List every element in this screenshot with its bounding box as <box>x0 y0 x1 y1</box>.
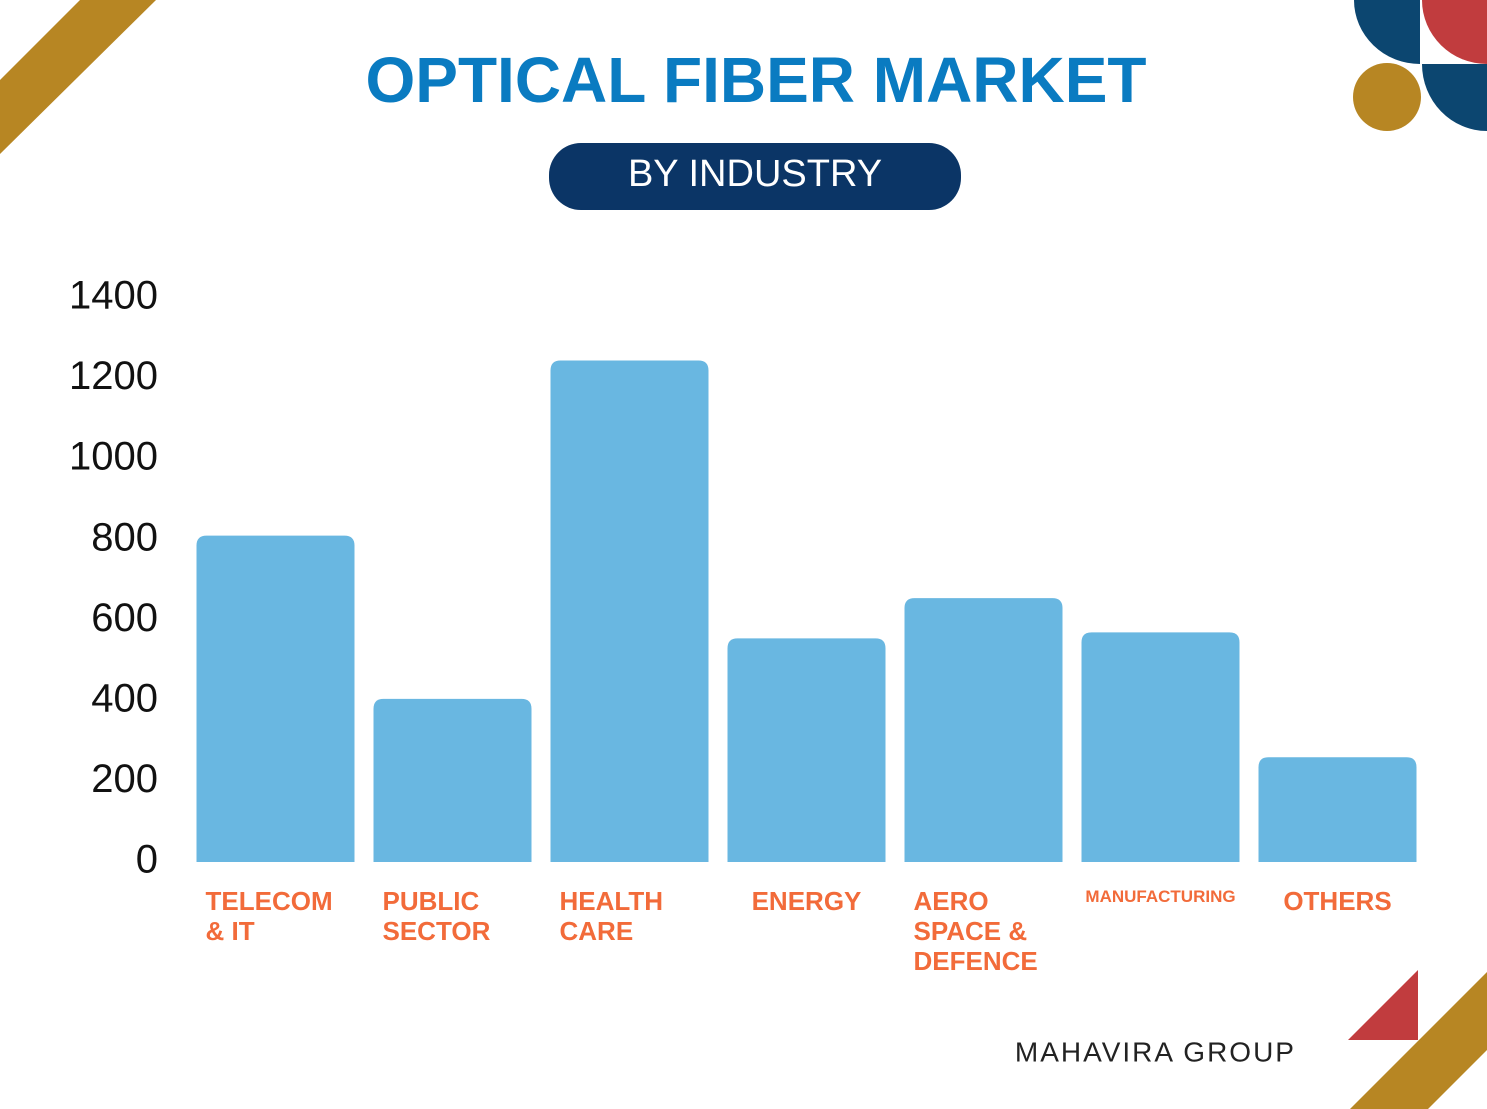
y-tick-label: 600 <box>91 596 158 640</box>
y-tick-label: 0 <box>136 838 158 882</box>
decoration <box>1353 63 1421 131</box>
bar <box>550 360 709 862</box>
x-tick-label: OTHERS <box>1283 886 1392 916</box>
x-tick-label-box: ENERGY <box>718 886 895 916</box>
x-tick-label: TELECOM & IT <box>205 886 333 946</box>
y-tick-label: 200 <box>91 757 158 801</box>
y-tick-label: 400 <box>91 676 158 720</box>
y-tick-label: 1400 <box>69 274 158 318</box>
bar <box>373 698 532 862</box>
subtitle-pill <box>549 143 961 210</box>
bar <box>196 535 355 862</box>
x-tick-label-box: HEALTH CARE <box>541 886 718 946</box>
bar <box>1258 757 1417 862</box>
x-tick-label: PUBLIC SECTOR <box>382 886 491 946</box>
x-tick-label-box: OTHERS <box>1249 886 1426 916</box>
x-tick-label-box: AERO SPACE & DEFENCE <box>895 886 1072 976</box>
decoration <box>1354 0 1420 64</box>
decoration <box>1422 0 1487 64</box>
credit: MAHAVIRA GROUP <box>1015 1036 1296 1067</box>
decoration <box>1348 970 1418 1040</box>
x-tick-label: HEALTH CARE <box>559 886 664 946</box>
x-tick-label-box: PUBLIC SECTOR <box>364 886 541 946</box>
subtitle: BY INDUSTRY <box>628 153 882 195</box>
bar <box>727 638 886 862</box>
x-tick-label: AERO SPACE & DEFENCE <box>913 886 1038 976</box>
decoration <box>0 0 156 154</box>
bar <box>1081 632 1240 862</box>
decoration <box>1422 64 1487 131</box>
y-tick-label: 800 <box>91 515 158 559</box>
x-tick-label-box: MANUFACTURING <box>1072 886 1249 908</box>
x-tick-label: ENERGY <box>751 886 862 916</box>
x-tick-label: MANUFACTURING <box>1085 887 1236 906</box>
decoration <box>1350 972 1487 1109</box>
chart-title: OPTICAL FIBER MARKET <box>365 44 1146 116</box>
bar <box>904 598 1063 862</box>
y-tick-label: 1000 <box>69 435 158 479</box>
y-tick-label: 1200 <box>69 354 158 398</box>
x-tick-label-box: TELECOM & IT <box>187 886 364 946</box>
